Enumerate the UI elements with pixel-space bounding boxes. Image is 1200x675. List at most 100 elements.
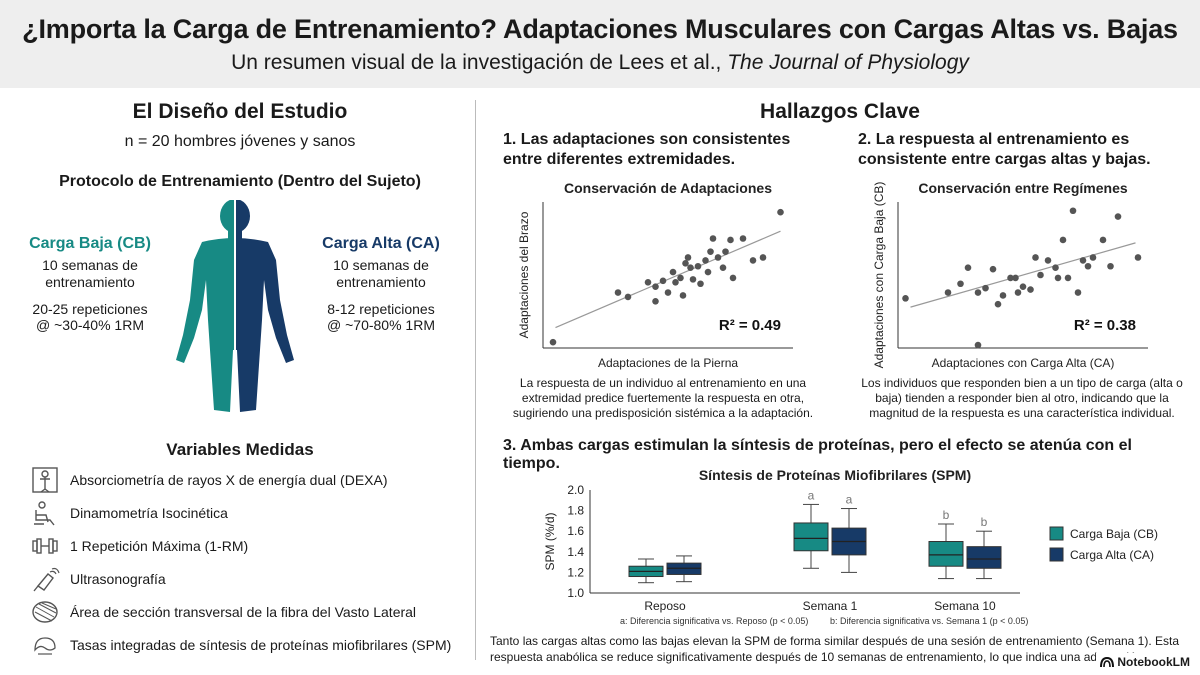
data-point [614,289,622,296]
box [793,522,829,552]
variable-label: 1 Repetición Máxima (1-RM) [70,538,249,554]
box [966,546,1002,569]
data-point [1064,274,1072,282]
y-tick-label: 1.8 [567,504,584,518]
data-point [1134,254,1142,261]
data-point [994,300,1002,308]
data-point [982,284,989,292]
legend-swatch [1049,547,1064,562]
y-tick-label: 1.4 [567,545,584,559]
data-point [682,260,689,267]
low-load-weeks: 10 semanas de entrenamiento [42,257,138,290]
high-load-label: Carga Alta (CA) [322,235,440,252]
data-point [684,254,692,261]
data-point [999,292,1007,299]
variable-label: Área de sección transversal de la fibra … [70,604,417,620]
finding-2-title-line1: 2. La respuesta al entrenamiento es [858,131,1130,148]
variable-item: 1 Repetición Máxima (1-RM) [30,531,248,561]
data-point [679,292,687,299]
data-point [669,268,677,276]
subtitle-prefix: Un resumen visual de la investigación de… [231,51,728,74]
finding-2-caption: Los individuos que responden bien a un t… [861,376,1183,420]
data-point [1074,289,1082,296]
finding-3-caption: Tanto las cargas altas como las bajas el… [490,634,1180,664]
page-subtitle: Un resumen visual de la investigación de… [0,51,1200,75]
data-point [1114,213,1122,220]
data-point [1069,207,1077,215]
data-point [1032,254,1039,261]
protein-synthesis-icon [34,637,56,655]
low-load-block: Carga Baja (CB) 10 semanas de entrenamie… [20,235,160,333]
column-divider [475,100,476,660]
box-chart-mps: Síntesis de Proteínas Miofibrilares (SPM… [543,467,1158,626]
legend-swatch [1049,526,1064,541]
r-squared-label: R² = 0.38 [1074,317,1136,334]
box [928,541,964,567]
finding-1-title: 1. Las adaptaciones son consistentes ent… [503,130,843,170]
data-point [652,297,659,305]
data-point [1089,254,1097,261]
data-point [974,341,982,349]
chart-title: Conservación de Adaptaciones [564,180,772,196]
data-point [689,276,697,283]
data-point [989,265,997,273]
dynamometer-chair-icon [34,501,55,526]
legend-label: Carga Baja (CB) [1070,527,1158,541]
finding-1-caption: La respuesta de un individuo al entrenam… [512,376,814,420]
variable-item: Tasas integradas de síntesis de proteína… [30,630,451,660]
protocol-title: Protocolo de Entrenamiento (Dentro del S… [59,173,421,190]
r-squared-label: R² = 0.49 [719,317,781,334]
y-axis-label: Adaptaciones con Carga Baja (CB) [872,182,886,369]
chart-title: Síntesis de Proteínas Miofibrilares (SPM… [699,467,971,483]
significance-letter: b [943,508,950,522]
variable-item: Dinamometría Isocinética [30,498,228,528]
finding-2-title: 2. La respuesta al entrenamiento es cons… [858,130,1198,170]
data-point [707,248,714,255]
data-point [902,295,909,302]
data-point [1044,257,1052,264]
finding-3-title: 3. Ambas cargas estimulan la síntesis de… [503,437,1132,472]
data-point [652,283,659,290]
sample-size: n = 20 hombres jóvenes y sanos [124,133,356,150]
brand-badge: NotebookLM [1096,653,1194,671]
data-point [659,277,667,285]
legend-label: Carga Alta (CA) [1070,548,1154,562]
data-point [702,257,709,264]
data-point [1012,274,1019,282]
finding-1-title-line1: 1. Las adaptaciones son consistentes [503,131,791,148]
y-tick-label: 1.0 [567,586,584,600]
data-point [624,293,632,301]
data-point [719,264,727,271]
data-point [687,264,694,271]
variable-label: Ultrasonografía [70,571,166,587]
significance-letter: b [981,515,988,529]
data-point [729,274,737,282]
data-point [727,236,734,244]
variable-item: Ultrasonografía [30,564,166,594]
trend-line [555,230,781,329]
dexa-scan-icon [32,467,58,493]
variable-label: Dinamometría Isocinética [70,505,228,521]
dumbbell-icon [32,538,58,554]
data-point [709,235,717,242]
data-point [944,289,952,296]
findings-heading: Hallazgos Clave [760,100,920,123]
design-heading: El Diseño del Estudio [132,100,348,123]
note-b: b: Diferencia significativa vs. Semana 1… [830,616,1028,626]
data-point [974,289,982,296]
data-point [1084,262,1092,270]
variable-label: Tasas integradas de síntesis de proteína… [70,637,452,653]
y-tick-label: 1.2 [567,565,584,579]
body-split-icon [176,200,294,415]
scatter-chart-limbs: Conservación de Adaptaciones R² = 0.49 Ada… [517,180,793,370]
data-point [759,254,767,261]
notebooklm-logo-icon [1100,656,1115,668]
data-point [1019,283,1027,290]
data-point [694,262,702,270]
y-tick-label: 2.0 [567,483,584,497]
data-point [644,279,652,286]
high-load-weeks: 10 semanas de entrenamiento [333,257,429,290]
low-load-intensity: @ ~30-40% 1RM [36,317,144,333]
high-load-intensity: @ ~70-80% 1RM [327,317,435,333]
y-axis-label: Adaptaciones del Brazo [517,211,531,338]
